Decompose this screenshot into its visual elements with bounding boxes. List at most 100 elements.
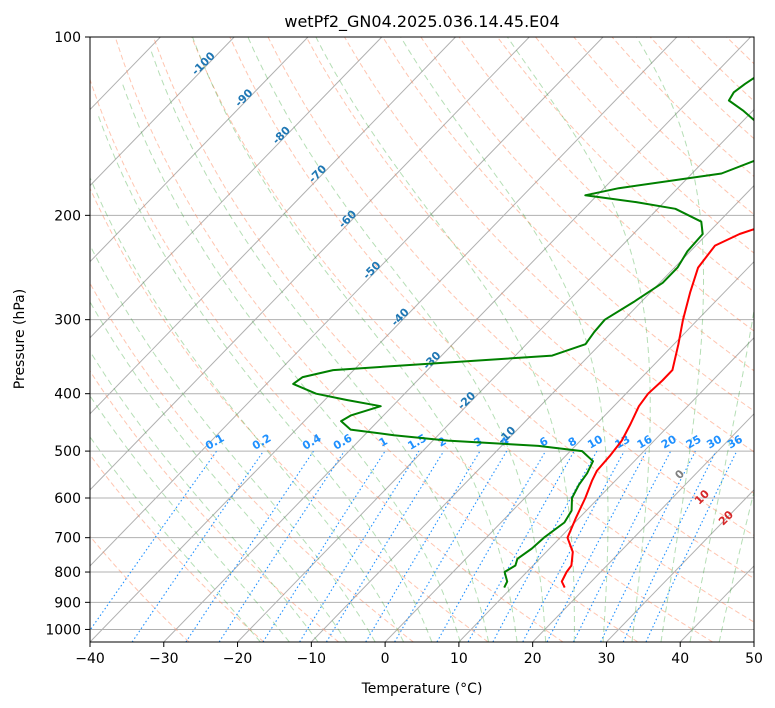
mixing-ratio-line bbox=[325, 450, 445, 642]
moist-adiabat-label: 40 bbox=[769, 559, 775, 579]
data-series bbox=[292, 76, 754, 589]
x-tick-label: 20 bbox=[524, 651, 542, 667]
y-axis-label: Pressure (hPa) bbox=[12, 289, 28, 389]
moist-adiabat bbox=[90, 350, 319, 642]
mixing-ratio-label: 1.5 bbox=[405, 432, 428, 453]
y-tick-label: 800 bbox=[54, 565, 81, 581]
moist-adiabat bbox=[90, 436, 261, 642]
y-tick-label: 200 bbox=[54, 208, 81, 224]
dry-adiabat bbox=[765, 37, 775, 642]
dry-adiabat bbox=[90, 370, 339, 642]
dry-adiabat bbox=[90, 282, 414, 642]
dry-adiabat bbox=[90, 187, 489, 642]
mixing-ratio-label: 20 bbox=[659, 432, 679, 451]
dry-adiabat bbox=[267, 37, 754, 537]
dry-adiabat bbox=[649, 37, 754, 140]
isotherm-line bbox=[310, 184, 754, 642]
moist-adiabat bbox=[718, 489, 754, 642]
x-tick-label: −10 bbox=[297, 651, 327, 667]
isotherm-label: -60 bbox=[336, 207, 359, 230]
mixing-ratio-label: 1 bbox=[377, 435, 390, 450]
isotherm-line bbox=[458, 337, 754, 642]
mixing-ratio-label: 25 bbox=[684, 433, 704, 452]
isotherm-label: -100 bbox=[189, 49, 218, 78]
dry-adiabat bbox=[611, 37, 754, 178]
y-tick-label: 300 bbox=[54, 313, 81, 329]
background-lines bbox=[90, 37, 775, 642]
mixing-ratio-label: 10 bbox=[585, 432, 605, 451]
y-tick-label: 400 bbox=[54, 387, 81, 403]
mixing-ratio-line bbox=[436, 450, 547, 642]
x-axis: −40 −30 −20 −10 0 10 20 30 40 50 bbox=[75, 642, 763, 667]
moist-adiabat bbox=[150, 49, 490, 642]
isotherm-label: -50 bbox=[360, 258, 383, 281]
y-tick-label: 1000 bbox=[45, 622, 81, 638]
mixing-ratio-line bbox=[522, 450, 625, 642]
mixing-ratio-line bbox=[467, 450, 575, 642]
isotherm-line bbox=[90, 37, 235, 187]
moist-adiabat bbox=[90, 395, 290, 642]
y-tick-label: 700 bbox=[54, 531, 81, 547]
mixing-ratio-line bbox=[262, 450, 386, 642]
moist-adiabat bbox=[90, 244, 376, 642]
moist-adiabat-label: 10 bbox=[692, 487, 712, 507]
dry-adiabat bbox=[114, 37, 639, 642]
mixing-ratio-label: 0.4 bbox=[300, 431, 324, 452]
moist-adiabat-label: 0 bbox=[672, 467, 687, 482]
mixing-ratio-line bbox=[600, 450, 696, 642]
mixing-ratio-line bbox=[573, 450, 672, 642]
y-tick-label: 900 bbox=[54, 595, 81, 611]
isotherm-line bbox=[753, 641, 754, 642]
isotherm-line bbox=[90, 37, 678, 642]
x-tick-label: −30 bbox=[149, 651, 179, 667]
dry-adiabat bbox=[191, 37, 754, 623]
moist-adiabat bbox=[636, 37, 704, 642]
isotherm-line bbox=[237, 108, 754, 642]
isotherm-label: -80 bbox=[270, 124, 293, 147]
dry-adiabat bbox=[458, 37, 754, 332]
dry-adiabat bbox=[90, 535, 190, 642]
mixing-ratio-line bbox=[185, 450, 315, 642]
y-axis: 100 200 300 400 500 600 700 800 900 1000 bbox=[45, 30, 90, 638]
chart-title: wetPf2_GN04.2025.036.14.45.E04 bbox=[284, 12, 559, 32]
moist-adiabat bbox=[506, 37, 651, 642]
x-tick-label: 0 bbox=[381, 651, 390, 667]
isotherm-label: -40 bbox=[389, 305, 412, 328]
x-axis-label: Temperature (°C) bbox=[361, 681, 483, 697]
dry-adiabat bbox=[344, 37, 754, 453]
isotherm-line bbox=[90, 37, 530, 491]
moist-adiabat bbox=[400, 37, 609, 642]
mixing-ratio-line bbox=[90, 450, 218, 632]
isotherm-label: -90 bbox=[232, 86, 255, 109]
dewpoint-profile bbox=[292, 76, 754, 589]
moist-adiabat bbox=[689, 307, 754, 642]
isotherm-line bbox=[606, 489, 754, 642]
isotherm-line bbox=[90, 37, 309, 263]
isotherm-line bbox=[532, 413, 754, 642]
mixing-ratio-line bbox=[492, 450, 598, 642]
mixing-ratio-line bbox=[131, 450, 264, 642]
x-tick-label: 10 bbox=[450, 651, 468, 667]
x-tick-label: −20 bbox=[223, 651, 253, 667]
isotherm-label: -20 bbox=[455, 389, 478, 412]
moist-adiabat bbox=[192, 37, 518, 642]
dry-adiabat bbox=[573, 37, 754, 216]
mixing-ratio-label: 8 bbox=[566, 435, 579, 450]
isotherm-line bbox=[90, 37, 456, 415]
moist-adiabat bbox=[90, 300, 348, 642]
dry-adiabat bbox=[229, 37, 754, 579]
dry-adiabat bbox=[90, 77, 564, 642]
moist-adiabat bbox=[122, 83, 461, 642]
isotherm-label: -70 bbox=[306, 162, 329, 185]
dry-adiabat bbox=[535, 37, 754, 254]
isotherm-line bbox=[90, 37, 383, 339]
x-tick-label: 30 bbox=[598, 651, 616, 667]
mixing-ratio-label: 30 bbox=[704, 432, 724, 451]
isotherm-line bbox=[163, 37, 751, 642]
isotherm-label: -30 bbox=[420, 349, 443, 372]
y-tick-label: 500 bbox=[54, 444, 81, 460]
dry-adiabat bbox=[496, 37, 754, 293]
isotherm-line bbox=[384, 260, 754, 642]
